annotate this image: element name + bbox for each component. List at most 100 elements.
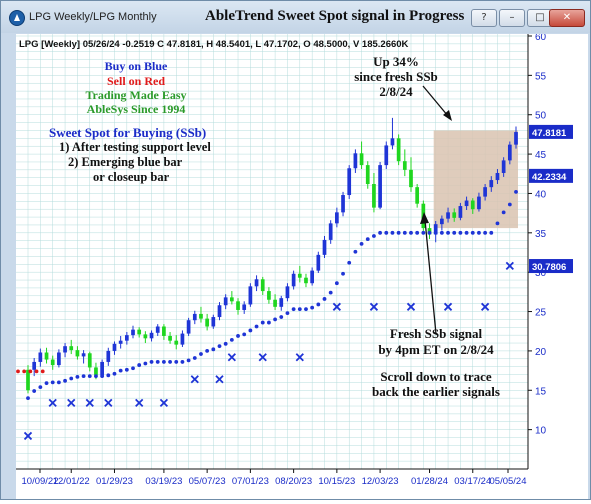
support-dot <box>168 360 172 364</box>
support-dot <box>291 307 296 312</box>
price-bar-body <box>514 132 518 145</box>
close-button[interactable]: ✕ <box>549 9 585 27</box>
price-bar-body <box>186 320 191 334</box>
price-bar-body <box>254 279 259 287</box>
price-bar-body <box>192 313 197 321</box>
signal-x-mark <box>369 302 379 311</box>
date-axis-label: 05/07/23 <box>189 476 226 487</box>
resistance-dot <box>16 369 20 374</box>
price-bar-body <box>440 218 444 225</box>
support-dot <box>267 320 271 325</box>
minimize-button[interactable]: – <box>499 9 525 27</box>
date-axis-label: 05/05/24 <box>490 476 527 487</box>
sweet-spot-rule-3: or closeup bar <box>93 170 170 184</box>
signal-x-mark <box>505 261 514 271</box>
price-bar-body <box>365 165 370 185</box>
price-axis-label: 60 <box>535 34 547 43</box>
support-dot <box>378 230 383 235</box>
support-dot <box>439 230 444 235</box>
support-dot <box>205 349 210 353</box>
price-bar-body <box>162 326 166 336</box>
price-bar-body <box>341 195 345 213</box>
price-bar-body <box>285 286 290 299</box>
support-dot <box>124 367 129 372</box>
price-bar-body <box>38 352 43 362</box>
price-bar-body <box>155 326 160 333</box>
support-dot <box>402 230 407 235</box>
support-dot <box>199 352 203 356</box>
help-icon[interactable]: ? <box>471 9 497 27</box>
support-dot <box>100 374 105 379</box>
support-dot <box>372 234 376 238</box>
price-bar-body <box>464 200 469 207</box>
price-bar-body <box>106 350 111 362</box>
price-bar-body <box>168 335 172 341</box>
price-tag-box <box>529 168 573 183</box>
legend-tagline: Trading Made Easy <box>85 88 187 102</box>
signal-x-mark <box>295 353 304 362</box>
price-bar-body <box>205 318 209 327</box>
price-tag-label: 30.7806 <box>532 262 566 273</box>
price-bar-body <box>223 297 228 306</box>
price-bar-body <box>328 223 333 240</box>
price-bar-body <box>26 369 30 391</box>
price-bar-body <box>384 145 389 166</box>
price-bar-body <box>236 301 240 310</box>
support-dot <box>26 396 30 401</box>
legend-sell-label: Sell on Red <box>106 74 165 88</box>
support-dot <box>433 230 438 235</box>
price-chart[interactable]: 10 15 20 25 30 35 40 45 50 55 60 47.8181 42.2334 30.7… <box>16 32 588 499</box>
support-dot <box>347 260 352 265</box>
sweet-spot-rule-2: 2) Emerging blue bar <box>68 155 183 169</box>
support-dot <box>236 334 240 338</box>
resistance-dot <box>40 369 45 374</box>
chart-tab-title[interactable]: LPG Weekly/LPG Monthly <box>29 11 157 23</box>
price-bar-body <box>69 346 74 351</box>
support-dot <box>118 368 123 373</box>
price-tag-label: 42.2334 <box>532 172 567 183</box>
support-dot <box>470 230 475 235</box>
title-bar[interactable]: LPG Weekly/LPG Monthly AbleTrend Sweet S… <box>1 1 590 33</box>
support-dot <box>285 311 290 316</box>
gain-callout-line-1: Up 34% <box>373 54 419 69</box>
support-dot <box>180 360 185 364</box>
price-axis-label: 40 <box>535 189 547 200</box>
signal-x-mark <box>67 398 76 408</box>
support-dot <box>446 230 450 235</box>
signal-x-mark <box>332 302 341 311</box>
date-axis-label: 12/01/22 <box>53 476 90 487</box>
price-bar-body <box>390 138 395 146</box>
price-bar-body <box>353 153 358 169</box>
price-tag-label: 47.8181 <box>532 128 567 139</box>
sweet-spot-title: Sweet Spot for Buying (SSb) <box>49 125 207 140</box>
price-bar-body <box>124 335 129 341</box>
support-dot <box>186 358 191 363</box>
legend-buy-label: Buy on Blue <box>104 59 168 73</box>
support-dot <box>273 317 277 322</box>
price-axis: 10 15 20 25 30 35 40 45 50 55 60 47.8181 42.2334 30.7… <box>528 32 573 437</box>
signal-x-mark <box>443 302 453 311</box>
callout-arrows <box>420 85 452 335</box>
support-dot <box>501 210 506 215</box>
gain-callout-line-2: since fresh SSb <box>354 69 438 84</box>
price-bar-body <box>75 350 80 357</box>
price-bar-body <box>242 304 247 310</box>
chart-plot-frame[interactable]: 10 15 20 25 30 35 40 45 50 55 60 47.8181 42.2334 30.7… <box>16 32 588 499</box>
signal-x-mark <box>135 398 144 408</box>
support-dot <box>477 230 481 235</box>
support-dot <box>44 381 49 386</box>
support-dot <box>56 380 61 385</box>
date-axis-label: 01/29/23 <box>96 476 133 487</box>
price-bar-body <box>335 212 339 224</box>
signal-x-mark <box>215 375 224 384</box>
price-bar-body <box>149 332 154 339</box>
price-bar-body <box>63 346 67 353</box>
gain-callout-line-3: 2/8/24 <box>379 84 413 99</box>
price-tag-box <box>529 124 573 139</box>
support-dot <box>143 361 148 366</box>
support-dot <box>297 307 302 312</box>
support-dot <box>322 297 327 301</box>
support-dot <box>223 341 228 346</box>
price-bar-body <box>359 153 364 166</box>
support-dot <box>421 230 426 235</box>
